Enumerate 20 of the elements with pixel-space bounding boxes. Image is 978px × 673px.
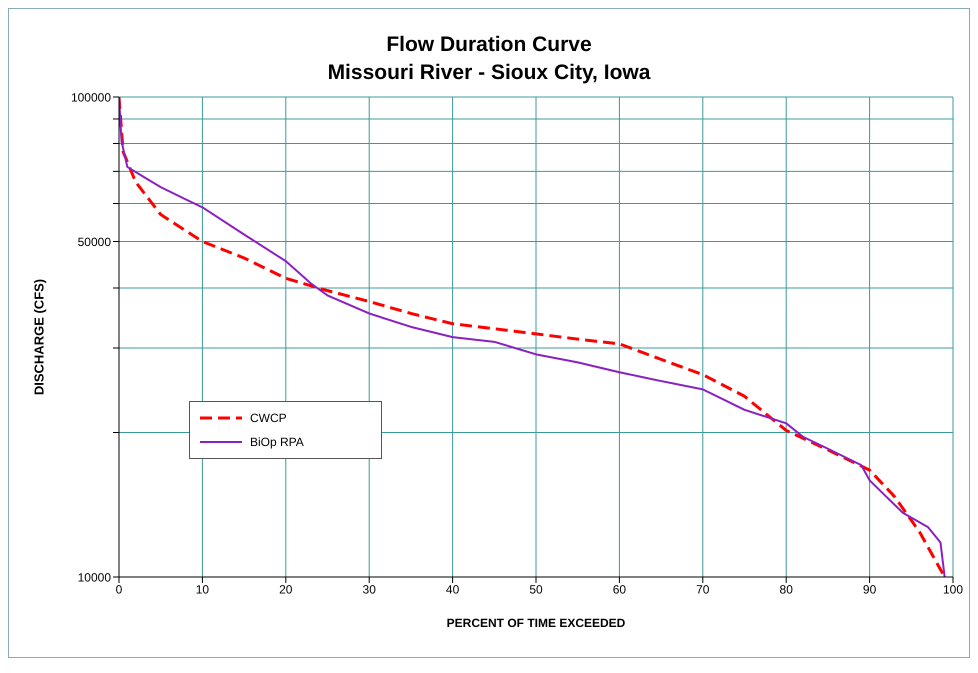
- legend-label: CWCP: [250, 411, 287, 425]
- x-tick-label: 20: [279, 582, 293, 597]
- x-tick-label: 100: [942, 582, 964, 597]
- x-tick-label: 70: [696, 582, 710, 597]
- legend-label: BiOp RPA: [250, 435, 304, 449]
- x-tick-label: 80: [780, 582, 794, 597]
- chart-subtitle: Missouri River - Sioux City, Iowa: [326, 60, 652, 86]
- x-tick-label: 50: [529, 582, 543, 597]
- y-tick-label: 10000: [78, 570, 112, 584]
- x-tick-label: 90: [862, 582, 877, 597]
- y-tick-label: 50000: [78, 234, 112, 249]
- x-tick-label: 30: [362, 582, 376, 597]
- y-tick-label: 100000: [70, 90, 112, 104]
- y-axis-title: DISCHARGE (CFS): [32, 278, 47, 396]
- chart-title: Flow Duration Curve: [385, 32, 593, 58]
- x-tick-label: 10: [196, 582, 210, 597]
- x-tick-label: 0: [116, 582, 123, 597]
- x-tick-label: 60: [612, 582, 626, 597]
- x-tick-label: 40: [446, 582, 460, 597]
- x-axis-title: PERCENT OF TIME EXCEEDED: [446, 616, 626, 630]
